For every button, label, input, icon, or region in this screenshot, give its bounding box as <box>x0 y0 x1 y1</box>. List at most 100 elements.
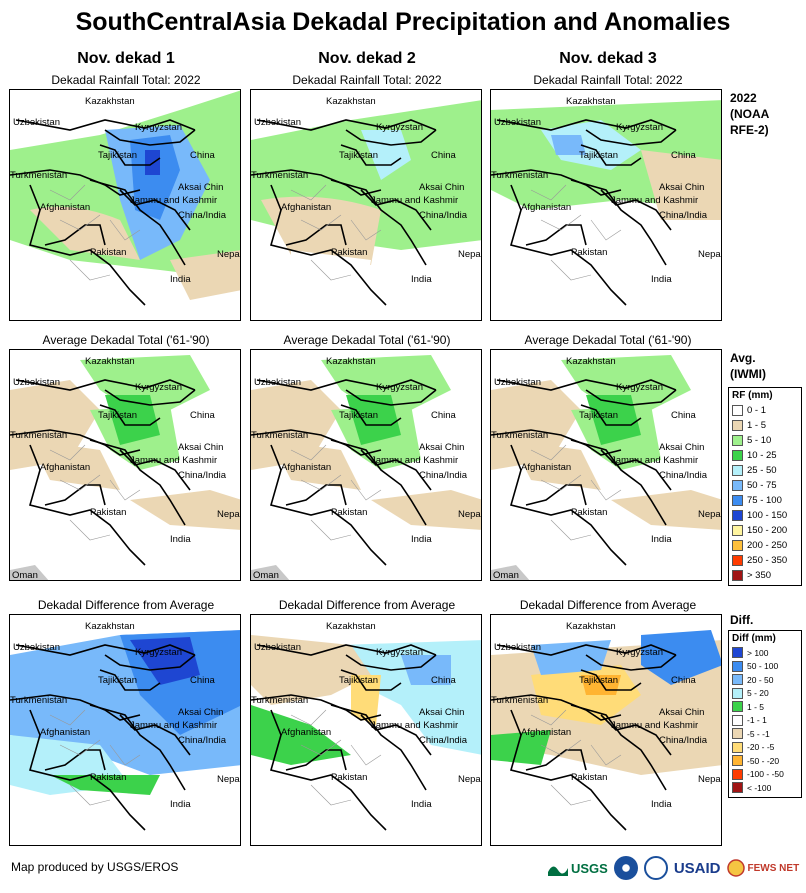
map-difference-dekad-2: Kazakhstan Uzbekistan Kyrgyzstan Tajikistan… <box>250 614 482 846</box>
map-label-uzbekistan: Uzbekistan <box>13 642 60 653</box>
map-label-tajikistan: Tajikistan <box>98 410 137 421</box>
map-label-jammu-kashmir: Jammu and Kashmir <box>130 455 217 466</box>
precip-region <box>50 775 160 795</box>
map-label-india: India <box>651 799 672 810</box>
difference-legend-label: > 100 <box>747 647 769 658</box>
map-label-nepal: Nepal <box>217 774 241 785</box>
precip-region <box>541 120 641 170</box>
precip-region <box>531 640 611 675</box>
country-border <box>44 749 106 771</box>
country-border <box>29 709 146 831</box>
map-label-turkmenistan: Turkmenistan <box>10 695 67 706</box>
province-border <box>49 184 141 281</box>
difference-legend-item: -5 - -1 <box>732 727 798 741</box>
rainfall-legend-label: 50 - 75 <box>747 480 777 491</box>
map-label-afghanistan: Afghanistan <box>521 202 571 213</box>
rainfall-legend-item: 0 - 1 <box>732 403 798 418</box>
province-border <box>530 444 622 541</box>
map-label-pakistan: Pakistan <box>90 772 126 783</box>
precip-region <box>251 635 371 705</box>
map-label-india: India <box>411 799 432 810</box>
difference-legend-swatch <box>732 768 743 780</box>
difference-legend-swatch <box>732 714 743 726</box>
country-border <box>15 119 196 131</box>
map-label-pakistan: Pakistan <box>571 772 607 783</box>
usaid-logo-text: USAID <box>673 859 721 877</box>
map-label-kazakhstan: Kazakhstan <box>326 356 376 367</box>
rainfall-legend-label: 10 - 25 <box>747 450 777 461</box>
country-border <box>119 189 191 231</box>
country-border <box>510 444 627 566</box>
map-label-china: China <box>671 150 697 161</box>
country-border <box>330 439 427 526</box>
country-border <box>580 144 642 166</box>
difference-legend-item: < -100 <box>732 781 798 795</box>
map-label-kyrgyzstan: Kyrgyzstan <box>376 122 423 133</box>
map-label-china-india: China/India <box>659 735 708 746</box>
difference-legend-item: -50 - -20 <box>732 754 798 768</box>
map-label-china-india: China/India <box>178 735 227 746</box>
oman-land <box>10 565 49 580</box>
map-label-china-india: China/India <box>659 210 708 221</box>
map-label-afghanistan: Afghanistan <box>281 462 331 473</box>
map-label-afghanistan: Afghanistan <box>521 462 571 473</box>
country-border <box>270 184 387 306</box>
difference-legend-item: 1 - 5 <box>732 700 798 714</box>
difference-legend-swatch <box>732 647 743 659</box>
map-label-jammu-kashmir: Jammu and Kashmir <box>130 720 217 731</box>
map-label-aksai-chin: Aksai Chin <box>178 182 223 193</box>
map-label-oman: Oman <box>253 570 279 581</box>
map-label-jammu-kashmir: Jammu and Kashmir <box>371 195 458 206</box>
precip-region <box>401 655 451 685</box>
country-border <box>345 654 437 671</box>
map-label-china-india: China/India <box>419 470 468 481</box>
map-label-afghanistan: Afghanistan <box>40 202 90 213</box>
map-label-kyrgyzstan: Kyrgyzstan <box>616 122 663 133</box>
country-border <box>340 404 402 426</box>
country-border <box>270 709 387 831</box>
province-border <box>530 184 622 281</box>
map-canvas: Kazakhstan Uzbekistan Kyrgyzstan Tajikistan… <box>491 621 721 831</box>
map-label-kazakhstan: Kazakhstan <box>566 621 616 632</box>
oman-land <box>251 565 290 580</box>
country-border <box>99 669 161 691</box>
rainfall-legend-swatch <box>732 555 743 566</box>
map-label-jammu-kashmir: Jammu and Kashmir <box>371 455 458 466</box>
map-label-turkmenistan: Turkmenistan <box>251 430 308 441</box>
country-border <box>570 179 667 266</box>
map-label-turkmenistan: Turkmenistan <box>491 695 548 706</box>
rainfall-legend-label: 1 - 5 <box>747 420 767 431</box>
map-label-tajikistan: Tajikistan <box>579 675 618 686</box>
map-label-kazakhstan: Kazakhstan <box>85 356 135 367</box>
map-label-tajikistan: Tajikistan <box>98 675 137 686</box>
map-canvas: Kazakhstan Uzbekistan Kyrgyzstan Tajikistan… <box>491 355 721 580</box>
map-label-jammu-kashmir: Jammu and Kashmir <box>611 195 698 206</box>
difference-legend-label: -100 - -50 <box>747 769 784 780</box>
map-label-tajikistan: Tajikistan <box>339 150 378 161</box>
country-border <box>15 379 196 391</box>
map-label-kazakhstan: Kazakhstan <box>326 621 376 632</box>
precip-region <box>491 730 551 765</box>
difference-legend-label: -50 - -20 <box>747 755 780 766</box>
map-label-kyrgyzstan: Kyrgyzstan <box>616 382 663 393</box>
country-border <box>585 129 677 146</box>
map-label-uzbekistan: Uzbekistan <box>254 377 301 388</box>
caption-average-3: Average Dekadal Total ('61-'90) <box>524 333 692 347</box>
caption-difference-3: Dekadal Difference from Average <box>519 598 697 612</box>
map-label-kyrgyzstan: Kyrgyzstan <box>135 122 182 133</box>
rainfall-legend-label: 150 - 200 <box>747 525 788 536</box>
map-rainfall-dekad-3: Kazakhstan Uzbekistan Kyrgyzstan Tajikistan… <box>490 89 722 321</box>
rainfall-legend-label: 5 - 10 <box>747 435 772 446</box>
map-difference-dekad-1: Kazakhstan Uzbekistan Kyrgyzstan Tajikistan… <box>9 614 241 846</box>
map-label-kyrgyzstan: Kyrgyzstan <box>376 647 423 658</box>
country-border <box>496 119 677 131</box>
country-border <box>525 224 587 246</box>
map-label-uzbekistan: Uzbekistan <box>494 377 541 388</box>
difference-legend-label: -20 - -5 <box>747 742 775 753</box>
precip-region <box>261 196 381 265</box>
country-border <box>256 644 437 656</box>
rainfall-legend-label: 75 - 100 <box>747 495 782 506</box>
map-label-turkmenistan: Turkmenistan <box>251 695 308 706</box>
rainfall-legend-swatch <box>732 570 743 581</box>
map-label-india: India <box>411 274 432 285</box>
